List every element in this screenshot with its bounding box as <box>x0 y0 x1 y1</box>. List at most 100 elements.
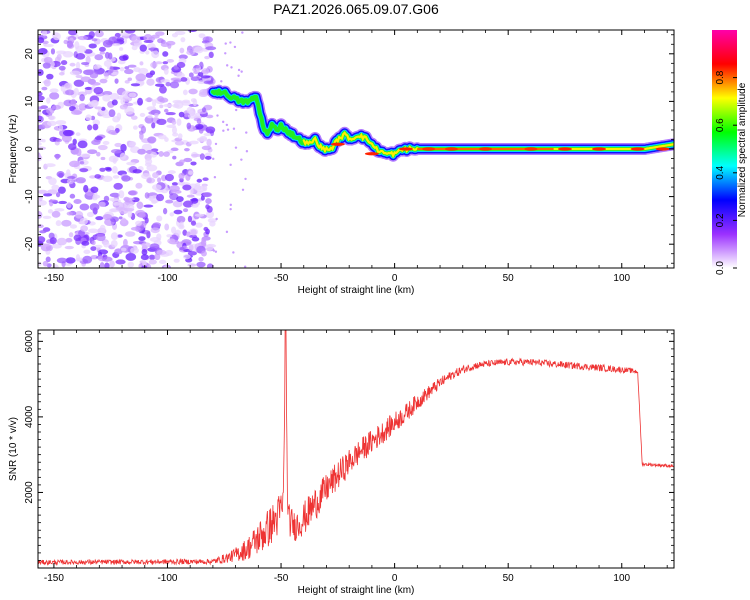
noise-blob <box>141 248 148 256</box>
noise-blob <box>51 184 60 191</box>
noise-blob <box>140 125 147 134</box>
snr-x-tick-label: 50 <box>503 573 515 584</box>
noise-blob <box>121 217 127 224</box>
noise-blob <box>182 229 188 236</box>
noise-blob <box>118 216 123 220</box>
noise-blob <box>73 79 85 87</box>
noise-blob <box>127 64 137 68</box>
noise-blob <box>150 227 160 234</box>
noise-blob <box>110 208 117 213</box>
noise-blob <box>141 242 151 248</box>
noise-blob <box>58 65 66 71</box>
noise-blob <box>160 79 171 83</box>
noise-blob <box>119 152 127 160</box>
noise-blob <box>166 124 177 129</box>
noise-blob <box>65 237 73 243</box>
noise-blob <box>74 41 80 50</box>
noise-blob <box>154 253 161 261</box>
noise-blob <box>57 186 66 194</box>
noise-blob <box>195 123 204 130</box>
noise-blob <box>163 108 169 113</box>
snr-x-label: Height of straight line (km) <box>298 585 415 596</box>
noise-blob <box>190 98 197 103</box>
noise-blob <box>40 243 51 247</box>
noise-blob <box>110 232 119 241</box>
noise-blob <box>70 110 82 115</box>
noise-blob <box>114 78 119 84</box>
noise-blob <box>60 85 66 92</box>
noise-dot <box>240 70 243 73</box>
noise-blob <box>193 64 200 69</box>
noise-blob <box>112 43 121 47</box>
noise-blob <box>38 91 43 96</box>
noise-blob <box>172 155 177 160</box>
noise-blob <box>188 88 198 95</box>
noise-blob <box>145 97 154 103</box>
noise-blob <box>151 50 160 59</box>
noise-blob <box>50 48 56 55</box>
noise-blob <box>152 222 162 228</box>
noise-blob <box>209 220 216 227</box>
noise-dot <box>234 146 238 149</box>
noise-blob <box>46 73 54 80</box>
noise-blob <box>190 220 197 226</box>
noise-blob <box>139 132 144 140</box>
noise-blob <box>176 61 186 69</box>
noise-blob <box>156 233 162 241</box>
noise-blob <box>193 46 204 54</box>
noise-blob <box>167 238 176 244</box>
noise-blob <box>137 97 143 106</box>
noise-dot <box>220 80 223 83</box>
noise-blob <box>165 82 171 87</box>
noise-blob <box>79 203 90 211</box>
noise-blob <box>120 143 127 152</box>
noise-blob <box>166 234 173 238</box>
noise-blob <box>75 61 81 70</box>
noise-blob <box>68 143 77 151</box>
noise-blob <box>108 129 117 135</box>
noise-blob <box>100 156 106 161</box>
noise-blob <box>203 80 214 85</box>
noise-blob <box>141 143 153 152</box>
noise-blob <box>202 185 208 192</box>
noise-blob <box>136 201 144 210</box>
noise-blob <box>68 30 78 36</box>
noise-blob <box>172 99 183 104</box>
noise-blob <box>138 81 145 86</box>
noise-blob <box>43 79 51 87</box>
noise-blob <box>94 106 103 110</box>
noise-blob <box>58 124 64 132</box>
noise-blob <box>198 256 204 262</box>
noise-blob <box>51 243 62 249</box>
noise-blob <box>206 138 212 147</box>
noise-blob <box>201 145 212 151</box>
noise-blob <box>170 147 179 152</box>
noise-dot <box>215 217 218 221</box>
noise-blob <box>63 83 71 89</box>
noise-blob <box>157 134 167 140</box>
snr-panel: -150 -100 -50 0 50 100 2000 4000 6000 Height of… <box>8 329 675 596</box>
noise-blob <box>119 104 128 110</box>
noise-blob <box>102 94 111 102</box>
noise-blob <box>164 173 174 182</box>
noise-blob <box>196 261 206 268</box>
noise-blob <box>173 79 182 83</box>
noise-blob <box>141 265 148 268</box>
noise-blob <box>155 31 165 36</box>
snr-y-ticks: 2000 4000 6000 <box>24 330 674 569</box>
noise-blob <box>205 204 210 210</box>
noise-blob <box>99 224 106 233</box>
noise-blob <box>171 33 179 38</box>
snr-y-tick-label: 2000 <box>24 481 35 504</box>
noise-blob <box>69 70 81 76</box>
noise-blob <box>197 80 207 85</box>
noise-dot <box>232 251 235 254</box>
noise-blob <box>87 124 93 131</box>
noise-blob <box>92 196 98 201</box>
noise-blob <box>175 229 181 236</box>
noise-blob <box>138 236 146 242</box>
noise-blob <box>75 254 81 262</box>
noise-blob <box>204 55 210 60</box>
noise-blob <box>124 30 136 34</box>
noise-blob <box>38 111 42 116</box>
